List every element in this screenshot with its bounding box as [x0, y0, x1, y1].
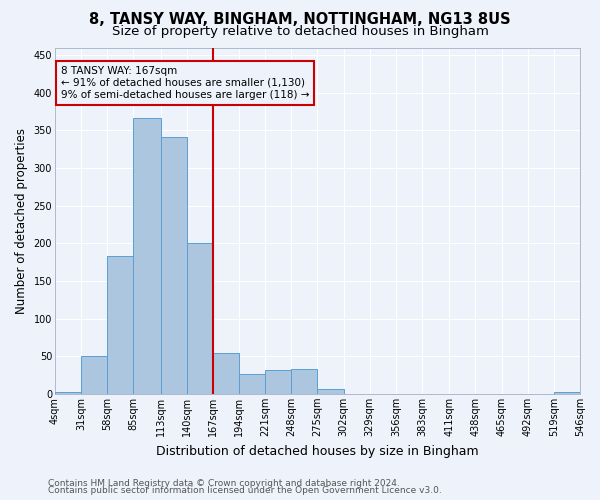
Bar: [554, 392, 580, 394]
Bar: [265, 370, 292, 394]
Bar: [161, 137, 187, 394]
Bar: [239, 374, 265, 394]
Text: 8 TANSY WAY: 167sqm
← 91% of detached houses are smaller (1,130)
9% of semi-deta: 8 TANSY WAY: 167sqm ← 91% of detached ho…: [61, 66, 309, 100]
Text: Contains public sector information licensed under the Open Government Licence v3: Contains public sector information licen…: [48, 486, 442, 495]
Bar: [107, 256, 133, 394]
Text: 8, TANSY WAY, BINGHAM, NOTTINGHAM, NG13 8US: 8, TANSY WAY, BINGHAM, NOTTINGHAM, NG13 …: [89, 12, 511, 28]
Bar: [317, 390, 344, 394]
X-axis label: Distribution of detached houses by size in Bingham: Distribution of detached houses by size …: [156, 444, 479, 458]
Y-axis label: Number of detached properties: Number of detached properties: [15, 128, 28, 314]
Bar: [81, 356, 107, 394]
Bar: [133, 118, 161, 394]
Bar: [213, 353, 239, 394]
Bar: [292, 369, 317, 394]
Bar: [187, 244, 213, 394]
Text: Contains HM Land Registry data © Crown copyright and database right 2024.: Contains HM Land Registry data © Crown c…: [48, 478, 400, 488]
Text: Size of property relative to detached houses in Bingham: Size of property relative to detached ho…: [112, 25, 488, 38]
Bar: [55, 392, 81, 394]
